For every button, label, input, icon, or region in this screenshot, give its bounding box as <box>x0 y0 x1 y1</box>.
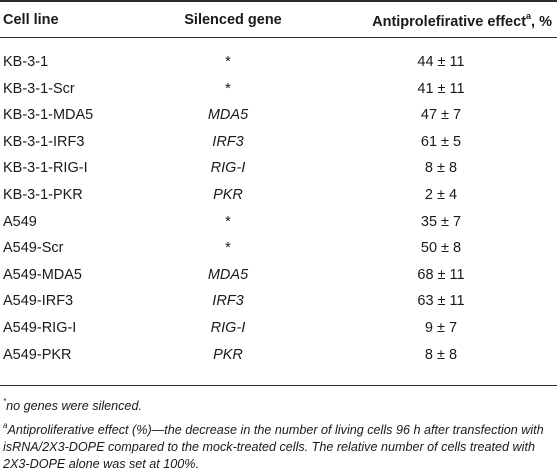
effect-value: 68 ± 11 <box>417 266 465 283</box>
effect-value: 8 ± 8 <box>424 346 458 363</box>
table-row: KB-3-1-IRF3 IRF3 61 ± 5 <box>0 134 557 161</box>
silenced-gene-value: MDA5 <box>207 107 249 124</box>
silenced-gene-value: MDA5 <box>207 266 249 283</box>
effect-value: 61 ± 5 <box>420 133 462 150</box>
silenced-gene-value: * <box>225 54 231 70</box>
silenced-gene-value: IRF3 <box>212 293 244 310</box>
cell-line-value: KB-3-1 <box>3 54 49 70</box>
table-bottom-rule <box>0 385 557 386</box>
table-row: KB-3-1 * 44 ± 11 <box>0 54 557 81</box>
footnote-asterisk-mark: * <box>3 397 7 406</box>
cell-line-value: KB-3-1-PKR <box>3 186 83 203</box>
header-effect-label: Antiprolefirative effect <box>372 13 527 30</box>
silenced-gene-value: PKR <box>213 346 243 363</box>
effect-value: 2 ± 4 <box>424 186 458 203</box>
effect-value: 35 ± 7 <box>420 213 462 230</box>
silenced-gene-value: * <box>225 240 231 257</box>
effect-value: 9 ± 7 <box>424 319 458 336</box>
cell-line-value: A549-IRF3 <box>3 293 74 310</box>
cell-line-value: KB-3-1-IRF3 <box>3 133 85 150</box>
cell-line-value: A549-RIG-I <box>3 319 77 336</box>
table-row: KB-3-1-MDA5 MDA5 47 ± 7 <box>0 107 557 134</box>
table-row: A549 * 35 ± 7 <box>0 214 557 241</box>
footnote-no-genes-text: no genes were silenced. <box>6 399 142 414</box>
effect-value: 47 ± 7 <box>420 107 462 124</box>
effect-value: 63 ± 11 <box>417 293 465 310</box>
silenced-gene-value: RIG-I <box>210 319 246 336</box>
cell-line-value: KB-3-1-RIG-I <box>3 160 88 177</box>
footnote-antiproliferative-text: Antiproliferative effect (%)—the decreas… <box>3 423 544 472</box>
silenced-gene-value: PKR <box>213 186 243 203</box>
table-row: KB-3-1-PKR PKR 2 ± 4 <box>0 187 557 214</box>
cell-line-value: A549-PKR <box>3 346 72 363</box>
table-row: A549-PKR PKR 8 ± 8 <box>0 347 557 374</box>
cell-line-value: A549-MDA5 <box>3 266 82 283</box>
table-header-rule <box>0 37 557 38</box>
table-row: A549-IRF3 IRF3 63 ± 11 <box>0 293 557 320</box>
cell-line-value: KB-3-1-MDA5 <box>3 107 94 124</box>
effect-value: 44 ± 11 <box>417 54 465 70</box>
effect-value: 41 ± 11 <box>417 80 465 97</box>
header-cell-line: Cell line <box>3 12 59 28</box>
table-body: KB-3-1 * 44 ± 11 KB-3-1-Scr * 41 ± 11 KB-3-1-M… <box>0 54 557 373</box>
table-footnotes: *no genes were silenced. aAntiproliferat… <box>3 394 555 473</box>
header-effect-footnote-mark: a <box>526 11 532 21</box>
footnote-no-genes: *no genes were silenced. <box>3 394 555 415</box>
silenced-gene-value: * <box>225 213 231 230</box>
effect-value: 8 ± 8 <box>424 160 458 177</box>
cell-line-value: A549-Scr <box>3 240 64 257</box>
header-antiproliferative-effect: Antiprolefirative effecta, % <box>372 11 552 30</box>
silenced-gene-value: IRF3 <box>212 133 244 150</box>
table-row: KB-3-1-Scr * 41 ± 11 <box>0 81 557 108</box>
table-row: A549-MDA5 MDA5 68 ± 11 <box>0 267 557 294</box>
table-row: KB-3-1-RIG-I RIG-I 8 ± 8 <box>0 160 557 187</box>
silenced-gene-value: * <box>225 80 231 97</box>
table-row: A549-Scr * 50 ± 8 <box>0 240 557 267</box>
effect-value: 50 ± 8 <box>420 240 462 257</box>
header-effect-unit: , % <box>531 13 552 30</box>
cell-line-value: A549 <box>3 213 37 230</box>
footnote-a-mark: a <box>3 421 8 431</box>
cell-line-value: KB-3-1-Scr <box>3 80 75 97</box>
footnote-antiproliferative: aAntiproliferative effect (%)—the decrea… <box>3 418 555 473</box>
header-silenced-gene-label: Silenced gene <box>184 12 282 28</box>
silenced-gene-value: RIG-I <box>210 160 246 177</box>
table-row: A549-RIG-I RIG-I 9 ± 7 <box>0 320 557 347</box>
table-top-rule <box>0 0 557 2</box>
